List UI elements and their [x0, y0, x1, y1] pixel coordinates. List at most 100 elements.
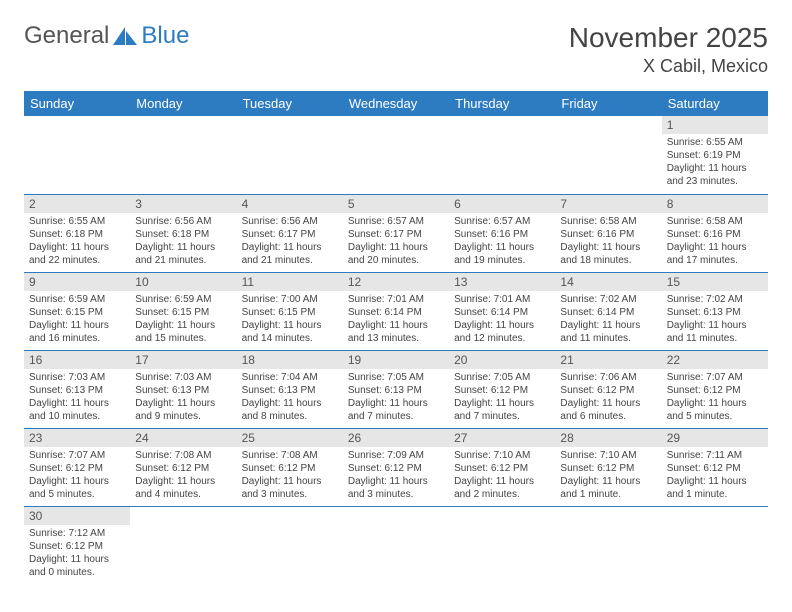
calendar-day-cell: 19Sunrise: 7:05 AMSunset: 6:13 PMDayligh… [343, 350, 449, 428]
header-monday: Monday [130, 91, 236, 116]
day-details: Sunrise: 6:57 AMSunset: 6:16 PMDaylight:… [449, 213, 555, 270]
day-number: 7 [555, 195, 661, 213]
day-details: Sunrise: 7:07 AMSunset: 6:12 PMDaylight:… [662, 369, 768, 426]
header-thursday: Thursday [449, 91, 555, 116]
day-details: Sunrise: 7:07 AMSunset: 6:12 PMDaylight:… [24, 447, 130, 504]
logo-sail-icon [111, 25, 139, 47]
day-number: 28 [555, 429, 661, 447]
day-number: 15 [662, 273, 768, 291]
day-number: 21 [555, 351, 661, 369]
day-details: Sunrise: 7:02 AMSunset: 6:13 PMDaylight:… [662, 291, 768, 348]
calendar-empty-cell [343, 116, 449, 194]
calendar-week-row: 2Sunrise: 6:55 AMSunset: 6:18 PMDaylight… [24, 194, 768, 272]
calendar-day-cell: 10Sunrise: 6:59 AMSunset: 6:15 PMDayligh… [130, 272, 236, 350]
calendar-day-cell: 7Sunrise: 6:58 AMSunset: 6:16 PMDaylight… [555, 194, 661, 272]
calendar-empty-cell [24, 116, 130, 194]
calendar-empty-cell [449, 116, 555, 194]
weekday-header-row: Sunday Monday Tuesday Wednesday Thursday… [24, 91, 768, 116]
calendar-day-cell: 16Sunrise: 7:03 AMSunset: 6:13 PMDayligh… [24, 350, 130, 428]
calendar-day-cell: 20Sunrise: 7:05 AMSunset: 6:12 PMDayligh… [449, 350, 555, 428]
day-number: 5 [343, 195, 449, 213]
day-details: Sunrise: 7:01 AMSunset: 6:14 PMDaylight:… [449, 291, 555, 348]
calendar-body: 1Sunrise: 6:55 AMSunset: 6:19 PMDaylight… [24, 116, 768, 584]
calendar-empty-cell [662, 506, 768, 584]
calendar-day-cell: 27Sunrise: 7:10 AMSunset: 6:12 PMDayligh… [449, 428, 555, 506]
calendar-empty-cell [237, 506, 343, 584]
calendar-day-cell: 5Sunrise: 6:57 AMSunset: 6:17 PMDaylight… [343, 194, 449, 272]
calendar-day-cell: 13Sunrise: 7:01 AMSunset: 6:14 PMDayligh… [449, 272, 555, 350]
logo: General Blue [24, 22, 189, 50]
day-number: 17 [130, 351, 236, 369]
day-details: Sunrise: 7:03 AMSunset: 6:13 PMDaylight:… [24, 369, 130, 426]
calendar-empty-cell [130, 506, 236, 584]
calendar-empty-cell [555, 506, 661, 584]
calendar-day-cell: 4Sunrise: 6:56 AMSunset: 6:17 PMDaylight… [237, 194, 343, 272]
header-wednesday: Wednesday [343, 91, 449, 116]
day-number: 8 [662, 195, 768, 213]
calendar-day-cell: 22Sunrise: 7:07 AMSunset: 6:12 PMDayligh… [662, 350, 768, 428]
day-number: 30 [24, 507, 130, 525]
calendar-week-row: 23Sunrise: 7:07 AMSunset: 6:12 PMDayligh… [24, 428, 768, 506]
logo-text-general: General [24, 22, 109, 50]
location: X Cabil, Mexico [569, 56, 768, 77]
day-number: 2 [24, 195, 130, 213]
day-details: Sunrise: 7:01 AMSunset: 6:14 PMDaylight:… [343, 291, 449, 348]
day-number: 29 [662, 429, 768, 447]
calendar-day-cell: 18Sunrise: 7:04 AMSunset: 6:13 PMDayligh… [237, 350, 343, 428]
calendar-week-row: 16Sunrise: 7:03 AMSunset: 6:13 PMDayligh… [24, 350, 768, 428]
calendar-day-cell: 9Sunrise: 6:59 AMSunset: 6:15 PMDaylight… [24, 272, 130, 350]
day-details: Sunrise: 6:58 AMSunset: 6:16 PMDaylight:… [662, 213, 768, 270]
day-details: Sunrise: 6:56 AMSunset: 6:18 PMDaylight:… [130, 213, 236, 270]
month-title: November 2025 [569, 22, 768, 54]
day-details: Sunrise: 6:55 AMSunset: 6:19 PMDaylight:… [662, 134, 768, 191]
day-number: 10 [130, 273, 236, 291]
day-details: Sunrise: 6:55 AMSunset: 6:18 PMDaylight:… [24, 213, 130, 270]
logo-text-blue: Blue [141, 22, 189, 50]
calendar-empty-cell [449, 506, 555, 584]
day-number: 25 [237, 429, 343, 447]
day-number: 18 [237, 351, 343, 369]
title-block: November 2025 X Cabil, Mexico [569, 22, 768, 77]
day-number: 27 [449, 429, 555, 447]
day-details: Sunrise: 7:08 AMSunset: 6:12 PMDaylight:… [130, 447, 236, 504]
calendar-day-cell: 24Sunrise: 7:08 AMSunset: 6:12 PMDayligh… [130, 428, 236, 506]
day-details: Sunrise: 7:05 AMSunset: 6:12 PMDaylight:… [449, 369, 555, 426]
calendar-empty-cell [343, 506, 449, 584]
calendar-day-cell: 25Sunrise: 7:08 AMSunset: 6:12 PMDayligh… [237, 428, 343, 506]
day-details: Sunrise: 7:03 AMSunset: 6:13 PMDaylight:… [130, 369, 236, 426]
calendar-day-cell: 23Sunrise: 7:07 AMSunset: 6:12 PMDayligh… [24, 428, 130, 506]
day-details: Sunrise: 6:59 AMSunset: 6:15 PMDaylight:… [130, 291, 236, 348]
calendar-day-cell: 3Sunrise: 6:56 AMSunset: 6:18 PMDaylight… [130, 194, 236, 272]
day-details: Sunrise: 7:10 AMSunset: 6:12 PMDaylight:… [449, 447, 555, 504]
calendar-day-cell: 11Sunrise: 7:00 AMSunset: 6:15 PMDayligh… [237, 272, 343, 350]
day-number: 9 [24, 273, 130, 291]
day-number: 24 [130, 429, 236, 447]
calendar-day-cell: 15Sunrise: 7:02 AMSunset: 6:13 PMDayligh… [662, 272, 768, 350]
day-number: 12 [343, 273, 449, 291]
day-details: Sunrise: 6:58 AMSunset: 6:16 PMDaylight:… [555, 213, 661, 270]
day-number: 13 [449, 273, 555, 291]
calendar-day-cell: 2Sunrise: 6:55 AMSunset: 6:18 PMDaylight… [24, 194, 130, 272]
day-details: Sunrise: 7:10 AMSunset: 6:12 PMDaylight:… [555, 447, 661, 504]
day-number: 3 [130, 195, 236, 213]
day-number: 4 [237, 195, 343, 213]
day-details: Sunrise: 7:11 AMSunset: 6:12 PMDaylight:… [662, 447, 768, 504]
calendar-day-cell: 14Sunrise: 7:02 AMSunset: 6:14 PMDayligh… [555, 272, 661, 350]
calendar-day-cell: 21Sunrise: 7:06 AMSunset: 6:12 PMDayligh… [555, 350, 661, 428]
day-number: 26 [343, 429, 449, 447]
day-number: 6 [449, 195, 555, 213]
calendar-empty-cell [237, 116, 343, 194]
calendar-day-cell: 28Sunrise: 7:10 AMSunset: 6:12 PMDayligh… [555, 428, 661, 506]
day-number: 11 [237, 273, 343, 291]
calendar-empty-cell [130, 116, 236, 194]
day-details: Sunrise: 6:57 AMSunset: 6:17 PMDaylight:… [343, 213, 449, 270]
header-sunday: Sunday [24, 91, 130, 116]
header-friday: Friday [555, 91, 661, 116]
calendar-day-cell: 1Sunrise: 6:55 AMSunset: 6:19 PMDaylight… [662, 116, 768, 194]
day-details: Sunrise: 7:08 AMSunset: 6:12 PMDaylight:… [237, 447, 343, 504]
day-details: Sunrise: 7:06 AMSunset: 6:12 PMDaylight:… [555, 369, 661, 426]
header: General Blue November 2025 X Cabil, Mexi… [24, 22, 768, 77]
day-number: 20 [449, 351, 555, 369]
day-details: Sunrise: 7:12 AMSunset: 6:12 PMDaylight:… [24, 525, 130, 582]
calendar-table: Sunday Monday Tuesday Wednesday Thursday… [24, 91, 768, 584]
